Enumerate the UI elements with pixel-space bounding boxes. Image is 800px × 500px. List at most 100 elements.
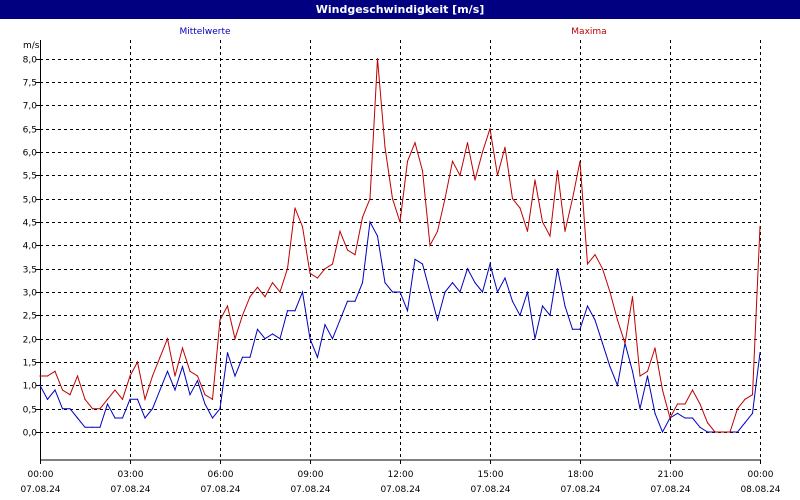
data-point-mittelwerte xyxy=(166,370,169,372)
x-tick-time-label: 00:00 xyxy=(28,470,54,480)
data-point-mittelwerte xyxy=(181,366,184,368)
data-point-maxima xyxy=(211,398,214,400)
data-point-maxima xyxy=(759,226,761,228)
data-point-maxima xyxy=(324,268,326,270)
data-point-mittelwerte xyxy=(76,417,79,419)
x-tick-date-label: 07.08.24 xyxy=(20,485,60,495)
data-point-maxima xyxy=(496,174,499,176)
data-point-mittelwerte xyxy=(519,314,521,316)
data-point-mittelwerte xyxy=(196,380,199,382)
data-point-maxima xyxy=(294,207,296,209)
data-point-mittelwerte xyxy=(204,403,206,405)
data-point-mittelwerte xyxy=(736,431,739,433)
x-tick-date-label: 07.08.24 xyxy=(110,485,150,495)
y-tick-label: 3,5 xyxy=(23,266,37,276)
data-point-maxima xyxy=(256,286,259,288)
data-point-mittelwerte xyxy=(121,417,124,419)
data-point-maxima xyxy=(384,146,386,148)
data-point-mittelwerte xyxy=(226,352,229,354)
x-tick-date-label: 08.08.24 xyxy=(740,485,780,495)
data-point-mittelwerte xyxy=(744,422,746,424)
data-point-mittelwerte xyxy=(324,324,326,326)
data-point-mittelwerte xyxy=(316,356,319,358)
data-point-maxima xyxy=(219,319,221,321)
data-point-maxima xyxy=(279,291,281,293)
data-point-maxima xyxy=(159,356,161,358)
data-point-mittelwerte xyxy=(39,384,41,386)
data-point-maxima xyxy=(541,221,544,223)
data-point-maxima xyxy=(316,277,319,279)
data-point-mittelwerte xyxy=(759,352,761,354)
data-point-mittelwerte xyxy=(609,366,611,368)
data-point-mittelwerte xyxy=(91,426,94,428)
y-tick-label: 5,5 xyxy=(23,172,37,182)
data-point-mittelwerte xyxy=(301,291,304,293)
data-point-mittelwerte xyxy=(601,342,604,344)
data-point-mittelwerte xyxy=(309,338,311,340)
series-lines xyxy=(39,58,761,434)
data-point-maxima xyxy=(121,398,124,400)
data-point-mittelwerte xyxy=(459,291,461,293)
data-point-mittelwerte xyxy=(384,282,386,284)
y-tick-label: 5,0 xyxy=(23,196,38,206)
data-point-maxima xyxy=(519,207,521,209)
data-point-maxima xyxy=(601,268,604,270)
data-point-mittelwerte xyxy=(46,398,49,400)
data-point-mittelwerte xyxy=(564,305,566,307)
y-tick-label: 4,0 xyxy=(23,242,38,252)
data-point-maxima xyxy=(309,272,311,274)
data-point-mittelwerte xyxy=(429,291,431,293)
data-point-mittelwerte xyxy=(376,235,379,237)
data-point-maxima xyxy=(39,375,41,377)
data-point-maxima xyxy=(301,226,304,228)
data-point-mittelwerte xyxy=(106,403,109,405)
data-point-maxima xyxy=(361,216,364,218)
data-point-mittelwerte xyxy=(706,431,709,433)
data-point-mittelwerte xyxy=(466,268,469,270)
data-point-mittelwerte xyxy=(676,412,679,414)
y-tick-label: 6,0 xyxy=(23,149,38,159)
data-point-maxima xyxy=(226,305,229,307)
data-point-maxima xyxy=(526,230,529,232)
data-point-maxima xyxy=(91,408,94,410)
data-point-maxima xyxy=(481,151,484,153)
data-point-mittelwerte xyxy=(159,389,161,391)
data-point-maxima xyxy=(744,398,746,400)
data-point-maxima xyxy=(151,375,154,377)
data-point-mittelwerte xyxy=(241,356,244,358)
data-point-maxima xyxy=(421,170,424,172)
y-tick-label: 6,5 xyxy=(23,126,37,136)
data-point-maxima xyxy=(399,221,401,223)
data-point-mittelwerte xyxy=(286,310,289,312)
data-point-mittelwerte xyxy=(151,408,154,410)
data-point-mittelwerte xyxy=(339,319,341,321)
data-point-mittelwerte xyxy=(136,398,139,400)
data-point-maxima xyxy=(249,296,251,298)
data-point-maxima xyxy=(429,244,431,246)
grid-lines xyxy=(40,40,761,460)
data-point-mittelwerte xyxy=(661,431,664,433)
data-point-mittelwerte xyxy=(504,277,506,279)
x-tick-time-label: 06:00 xyxy=(208,470,234,480)
data-point-maxima xyxy=(504,146,506,148)
x-tick-time-label: 03:00 xyxy=(118,470,144,480)
data-point-mittelwerte xyxy=(534,338,536,340)
chart-title: Windgeschwindigkeit [m/s] xyxy=(0,0,800,19)
data-point-maxima xyxy=(609,291,611,293)
data-point-mittelwerte xyxy=(114,417,116,419)
data-point-maxima xyxy=(196,375,199,377)
data-point-maxima xyxy=(174,375,176,377)
data-point-mittelwerte xyxy=(99,426,101,428)
data-point-maxima xyxy=(691,389,694,391)
data-point-maxima xyxy=(474,179,476,181)
data-point-maxima xyxy=(76,375,79,377)
y-tick-label: 0,0 xyxy=(23,429,38,439)
y-tick-label: 2,0 xyxy=(23,336,38,346)
data-point-mittelwerte xyxy=(399,291,401,293)
data-point-maxima xyxy=(579,160,581,162)
data-point-mittelwerte xyxy=(264,338,266,340)
data-point-mittelwerte xyxy=(421,263,424,265)
data-point-maxima xyxy=(684,403,686,405)
data-point-maxima xyxy=(624,342,626,344)
data-point-maxima xyxy=(339,230,341,232)
